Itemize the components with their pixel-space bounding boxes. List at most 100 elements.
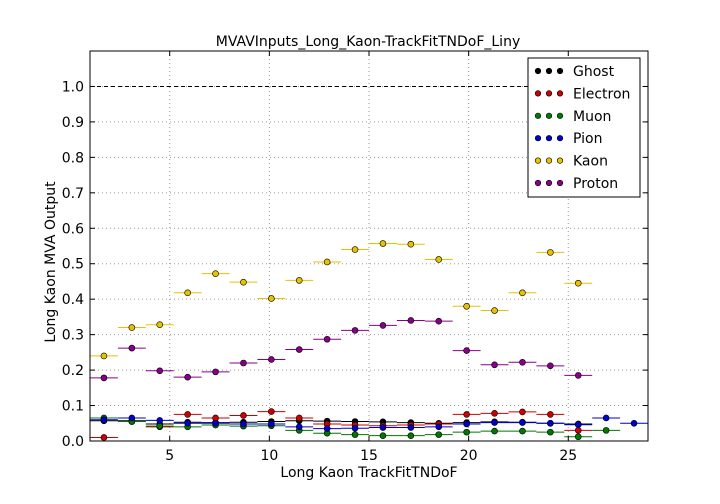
y-axis-label: Long Kaon MVA Output (43, 181, 59, 343)
point-kaon (463, 302, 470, 310)
point-electron (184, 411, 191, 418)
point-pion (491, 419, 498, 426)
point-kaon (491, 307, 498, 314)
legend: Ghost Electron Muon Pion Kaon Proton (527, 57, 641, 198)
legend-label-pion: Pion (573, 131, 602, 147)
point-proton (128, 344, 136, 352)
point-muon (602, 427, 610, 434)
series-muon (90, 414, 621, 441)
series-pion (90, 414, 648, 432)
series-kaon (90, 240, 593, 360)
point-proton (435, 317, 443, 325)
point-muon (519, 427, 526, 435)
legend-marker-electron (545, 90, 553, 97)
x-tick-label: 25 (559, 448, 577, 464)
point-proton (351, 327, 359, 334)
series-proton (90, 317, 593, 382)
legend-marker-ghost (534, 67, 542, 75)
point-electron (295, 414, 303, 422)
legend-marker-kaon (534, 157, 542, 164)
point-kaon (100, 352, 108, 360)
point-pion (602, 414, 610, 422)
point-pion (547, 419, 554, 427)
y-tick-label: 0.2 (62, 363, 84, 379)
y-tick-label: 0.6 (62, 221, 84, 237)
point-kaon (435, 256, 443, 263)
point-kaon (212, 270, 219, 277)
point-proton (574, 372, 582, 379)
point-pion (463, 420, 470, 428)
legend-marker-electron (534, 90, 542, 97)
point-muon (463, 428, 470, 436)
point-proton (519, 358, 526, 366)
point-proton (212, 368, 219, 376)
point-pion (268, 420, 275, 428)
point-proton (268, 356, 275, 363)
point-muon (351, 431, 359, 438)
point-pion (435, 423, 443, 431)
point-pion (407, 424, 415, 431)
point-pion (240, 420, 247, 428)
legend-label-muon: Muon (573, 109, 611, 125)
y-tick-label: 0.4 (62, 292, 84, 308)
point-electron (491, 410, 498, 417)
point-pion (212, 419, 219, 427)
point-kaon (574, 279, 582, 287)
point-kaon (379, 240, 387, 247)
legend-label-ghost: Ghost (573, 64, 615, 80)
point-proton (184, 373, 191, 381)
point-electron (519, 408, 526, 416)
y-tick-label: 0.1 (62, 399, 84, 415)
legend-box (527, 57, 641, 198)
point-muon (435, 431, 443, 438)
point-kaon (128, 324, 136, 331)
point-pion (630, 419, 638, 427)
point-kaon (519, 289, 526, 297)
point-proton (407, 317, 415, 324)
x-tick-label: 10 (260, 448, 278, 464)
point-kaon (351, 246, 359, 253)
point-electron (547, 411, 554, 418)
y-tick-label: 0.7 (62, 186, 84, 202)
point-proton (156, 367, 164, 375)
point-pion (379, 424, 387, 431)
point-proton (295, 346, 303, 353)
point-kaon (547, 249, 554, 256)
tick-layer: 5 10 15 20 25 0.0 0.1 0.2 0.3 0.4 0.5 0.6 0.7 0.8 0.9 1… (62, 51, 648, 464)
point-proton (100, 374, 108, 382)
y-tick-label: 0.5 (62, 257, 84, 273)
point-electron (268, 408, 275, 415)
x-tick-label: 5 (165, 448, 174, 464)
point-proton (547, 362, 554, 370)
legend-marker-kaon (545, 157, 553, 164)
legend-marker-pion (545, 135, 553, 142)
legend-marker-kaon (556, 157, 564, 164)
point-muon (574, 433, 582, 441)
point-kaon (407, 240, 415, 248)
legend-marker-proton (534, 179, 542, 187)
point-muon (379, 432, 387, 439)
point-kaon (268, 295, 275, 302)
point-pion (351, 424, 359, 432)
point-pion (574, 421, 582, 428)
legend-marker-ghost (545, 67, 553, 75)
point-proton (240, 359, 247, 367)
point-electron (574, 427, 582, 434)
legend-marker-electron (556, 90, 564, 97)
chart-title: MVAVInputs_Long_Kaon-TrackFitTNDoF_Liny (216, 34, 520, 50)
legend-marker-pion (534, 135, 542, 142)
point-kaon (156, 321, 164, 329)
point-muon (547, 428, 554, 436)
legend-marker-muon (534, 112, 542, 119)
point-kaon (323, 258, 331, 266)
point-kaon (240, 278, 247, 286)
point-pion (323, 425, 331, 432)
legend-marker-muon (545, 112, 553, 119)
point-kaon (184, 289, 191, 297)
y-tick-label: 0.0 (62, 434, 84, 450)
x-tick-label: 15 (360, 448, 378, 464)
data-layer (90, 240, 648, 441)
y-tick-label: 0.9 (62, 115, 84, 131)
legend-marker-pion (556, 135, 564, 142)
